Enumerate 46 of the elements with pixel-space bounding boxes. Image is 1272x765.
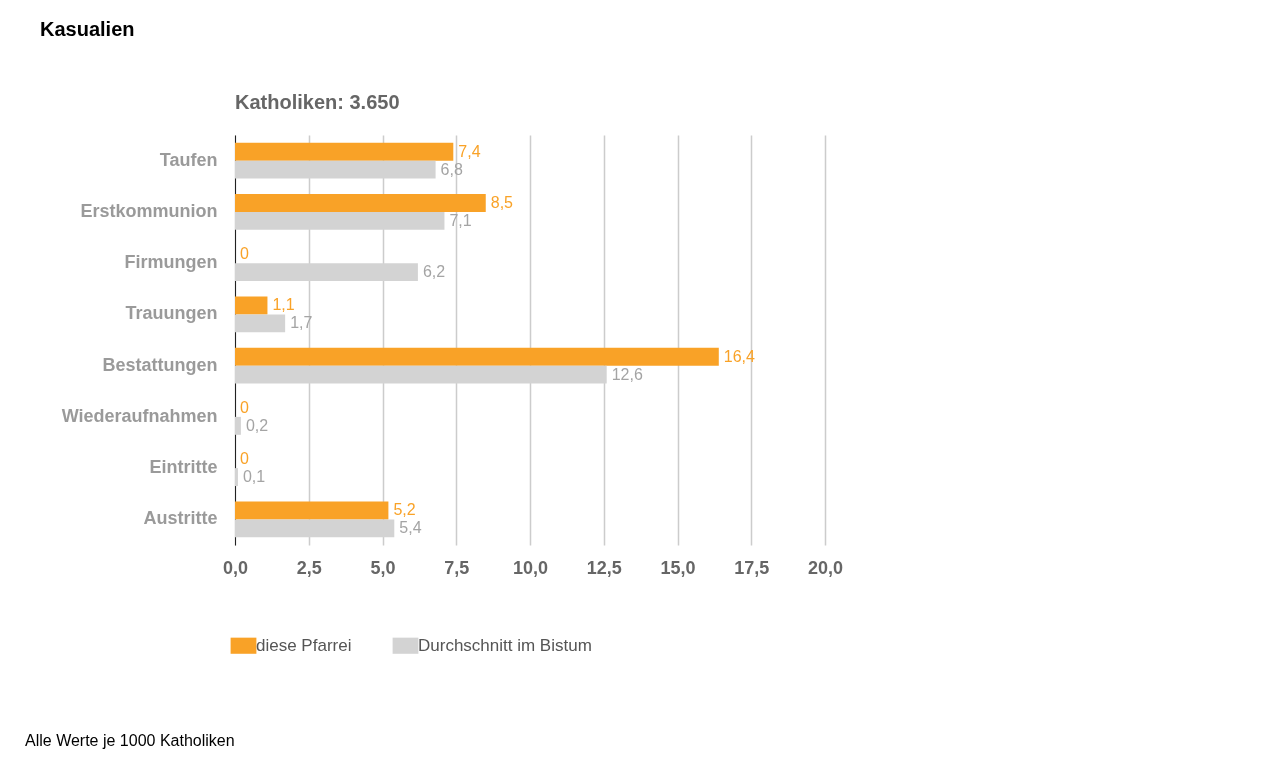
x-tick-label: 5,0 bbox=[370, 557, 396, 578]
bar bbox=[235, 501, 389, 520]
data-label: 5,4 bbox=[399, 519, 422, 537]
text: Alle Werte je 1000 Katholiken bbox=[25, 732, 235, 749]
data-label: 0 bbox=[240, 245, 249, 263]
y-tick-label: Bestattungen bbox=[102, 354, 218, 375]
bar bbox=[235, 468, 238, 487]
x-tick-label: 0,0 bbox=[222, 557, 249, 578]
legend-label: diese Pfarrei bbox=[256, 635, 352, 655]
bar bbox=[235, 142, 454, 161]
bar bbox=[235, 314, 286, 333]
y-tick-label: Erstkommunion bbox=[80, 200, 218, 221]
data-label: 1,7 bbox=[290, 314, 313, 332]
data-label: 12,6 bbox=[611, 365, 643, 383]
bar bbox=[235, 347, 719, 366]
data-label: 0,2 bbox=[245, 416, 269, 434]
x-tick-label: 2,5 bbox=[296, 557, 322, 578]
x-tick-label: 17,5 bbox=[734, 557, 770, 578]
x-tick-label: 10,0 bbox=[512, 557, 549, 578]
y-tick-label: Wiederaufnahmen bbox=[61, 405, 218, 426]
data-label: 0,1 bbox=[242, 468, 266, 486]
x-tick-label: 12,5 bbox=[586, 557, 622, 578]
data-label: 6,8 bbox=[440, 160, 463, 178]
data-label: 7,4 bbox=[458, 142, 481, 160]
data-label: 0 bbox=[240, 398, 249, 416]
x-tick-label: 20,0 bbox=[807, 557, 844, 578]
data-label: 16,4 bbox=[723, 347, 756, 365]
x-tick-label: 15,0 bbox=[660, 557, 696, 578]
data-label: 7,1 bbox=[449, 211, 472, 229]
data-label: 8,5 bbox=[490, 193, 514, 211]
chart-subtitle: Katholiken: 3.650 bbox=[235, 91, 400, 113]
y-tick-label: Firmungen bbox=[124, 252, 218, 273]
y-tick-label: Taufen bbox=[159, 149, 218, 170]
data-label: 1,1 bbox=[272, 296, 295, 314]
y-tick-label: Trauungen bbox=[125, 303, 218, 324]
chart-title: Kasualien bbox=[40, 18, 135, 40]
bar bbox=[235, 296, 268, 315]
y-tick-label: Eintritte bbox=[149, 457, 218, 478]
data-label: 6,2 bbox=[422, 263, 446, 281]
legend-label: Durchschnitt im Bistum bbox=[418, 635, 592, 655]
bar bbox=[235, 193, 486, 212]
data-label: 0 bbox=[240, 450, 249, 468]
x-tick-label: 7,5 bbox=[444, 557, 470, 578]
data-label: 5,2 bbox=[393, 501, 416, 519]
bar bbox=[235, 416, 241, 435]
y-tick-label: Austritte bbox=[143, 508, 218, 529]
